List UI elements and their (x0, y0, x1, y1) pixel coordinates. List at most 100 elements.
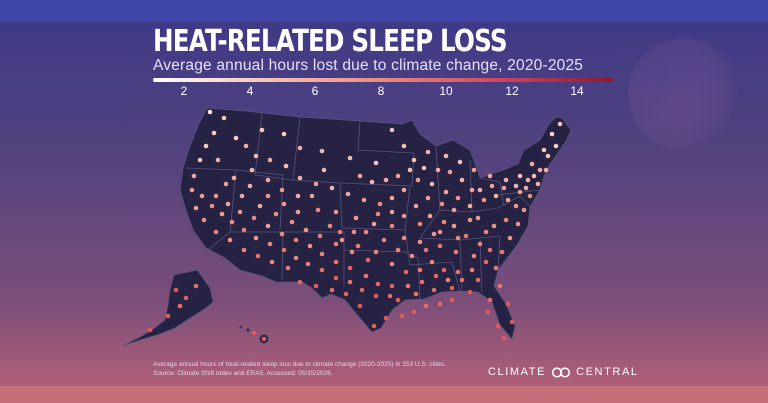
city-dot (475, 215, 481, 221)
city-dot (487, 297, 493, 303)
city-dot (211, 130, 217, 136)
city-dot (477, 241, 483, 247)
state-border (254, 112, 294, 181)
city-dot (363, 229, 369, 235)
city-dot (329, 287, 335, 293)
city-dot (193, 205, 199, 211)
city-dot (351, 229, 357, 235)
city-dot (501, 185, 507, 191)
city-dot (503, 177, 509, 183)
city-dot (199, 193, 205, 199)
city-dot (395, 247, 401, 253)
city-dot (213, 193, 219, 199)
city-dot (435, 167, 441, 173)
city-dot (253, 235, 259, 241)
city-dot (383, 177, 389, 183)
city-dot (313, 181, 319, 187)
city-dot (395, 297, 401, 303)
state-borders (185, 112, 541, 301)
city-dot (459, 277, 465, 283)
moon-shadow (608, 20, 720, 132)
city-dot (329, 185, 335, 191)
city-dot (373, 293, 379, 299)
hawaii-island (245, 327, 250, 332)
city-dot (401, 187, 407, 193)
city-dot (517, 189, 523, 195)
city-dot (309, 193, 315, 199)
top-band (0, 0, 768, 22)
city-dot (183, 295, 189, 301)
city-dot (525, 177, 531, 183)
city-dot (395, 173, 401, 179)
city-dot (549, 131, 555, 137)
city-dot (441, 267, 447, 273)
city-dot (541, 147, 547, 153)
city-dot (517, 173, 523, 179)
city-dot (471, 253, 477, 259)
city-dot (469, 187, 475, 193)
city-dot (441, 219, 447, 225)
city-dot (413, 291, 419, 297)
city-dot (191, 173, 197, 179)
city-dot (443, 153, 449, 159)
city-dot (297, 145, 303, 151)
city-dot (285, 265, 291, 271)
city-dot (333, 275, 339, 281)
city-dot (347, 279, 353, 285)
city-dot (521, 207, 527, 213)
city-dot (471, 167, 477, 173)
city-dot (369, 179, 375, 185)
city-dot (373, 160, 379, 166)
city-dot (455, 235, 461, 241)
city-dot (437, 301, 443, 307)
brand-right-text: CENTRAL (576, 366, 639, 378)
city-dots (147, 109, 563, 342)
city-dot (347, 155, 353, 161)
city-dot (495, 323, 501, 329)
city-dot (347, 265, 353, 271)
city-dot (449, 297, 455, 303)
state-border (185, 167, 237, 251)
city-dot (491, 223, 497, 229)
city-dot (449, 285, 455, 291)
city-dot (333, 259, 339, 265)
city-dot (319, 267, 325, 273)
legend-tick: 10 (439, 84, 453, 98)
city-dot (349, 249, 355, 255)
legend-tick: 2 (180, 84, 188, 98)
city-dot (405, 283, 411, 289)
city-dot (455, 195, 461, 201)
city-dot (259, 127, 265, 133)
bottom-band (0, 386, 768, 403)
city-dot (467, 203, 473, 209)
city-dot (501, 335, 507, 341)
city-dot (203, 143, 209, 149)
city-dot (327, 223, 333, 229)
city-dot (513, 183, 519, 189)
city-dot (419, 279, 425, 285)
brand-logo[interactable]: CLIMATE CENTRAL (488, 365, 639, 379)
city-dot (229, 219, 235, 225)
city-dot (283, 163, 289, 169)
city-dot (399, 313, 405, 319)
city-dot (357, 173, 363, 179)
city-dot (389, 127, 395, 133)
city-dot (387, 293, 393, 299)
city-dot (409, 253, 415, 259)
city-dot (319, 148, 325, 154)
state-border (292, 116, 343, 229)
city-dot (237, 209, 243, 215)
page-subtitle: Average annual hours lost due to climate… (153, 57, 584, 74)
city-dot (389, 283, 395, 289)
city-dot (265, 223, 271, 229)
city-dot (389, 261, 395, 267)
city-dot (527, 193, 533, 199)
legend-tick: 12 (505, 84, 519, 98)
city-dot (227, 237, 233, 243)
city-dot (365, 257, 371, 263)
city-dot (337, 229, 343, 235)
city-dot (225, 201, 231, 207)
city-dot (429, 181, 435, 187)
city-dot (513, 203, 519, 209)
city-dot (413, 203, 419, 209)
